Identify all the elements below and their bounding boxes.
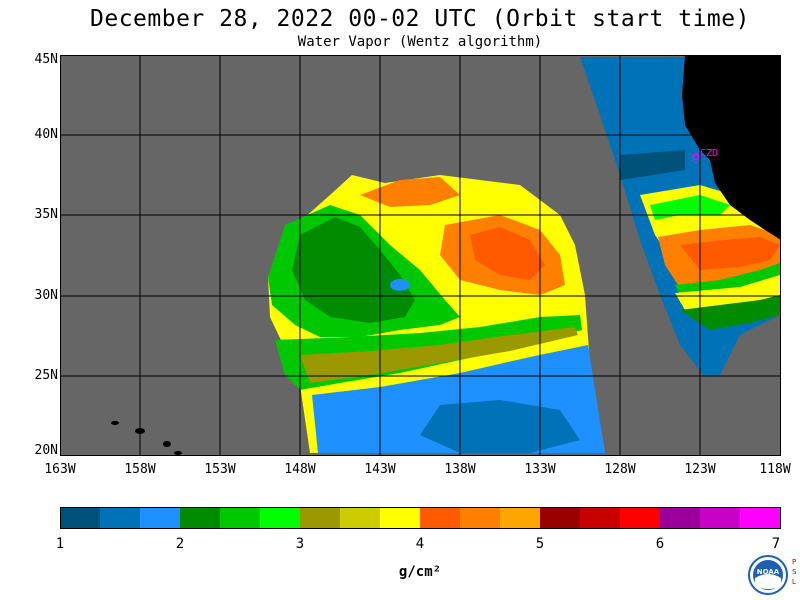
svg-text:S: S <box>792 568 796 576</box>
page-subtitle: Water Vapor (Wentz algorithm) <box>297 34 543 50</box>
colorbar-segment <box>580 508 621 528</box>
colorbar-segment <box>340 508 381 528</box>
noaa-logo: NOAA P S L <box>748 555 796 595</box>
colorbar-tick-1: 1 <box>55 536 65 552</box>
colorbar-segment <box>700 508 741 528</box>
western-swath <box>111 175 605 455</box>
colorbar-segment <box>300 508 341 528</box>
lat-label-25n: 25N <box>34 368 58 383</box>
lon-label-123w: 123W <box>684 462 716 477</box>
colorbar-tick-3: 3 <box>295 536 305 552</box>
site-marker-icon <box>692 153 700 161</box>
lon-label-118w: 118W <box>759 462 791 477</box>
lon-label-128w: 128W <box>604 462 636 477</box>
colorbar-tick-6: 6 <box>655 536 665 552</box>
lon-label-158w: 158W <box>124 462 156 477</box>
lon-label-133w: 133W <box>524 462 556 477</box>
land-mass <box>682 55 781 240</box>
lat-label-45n: 45N <box>34 52 58 67</box>
colorbar-tick-4: 4 <box>415 536 425 552</box>
map-frame <box>60 55 781 456</box>
lat-label-35n: 35N <box>34 207 58 222</box>
lat-label-30n: 30N <box>34 288 58 303</box>
lat-label-20n: 20N <box>34 443 58 458</box>
colorbar <box>60 507 781 529</box>
svg-text:P: P <box>792 558 796 566</box>
site-label: CZD <box>700 148 718 159</box>
colorbar-tick-5: 5 <box>535 536 545 552</box>
colorbar-segment <box>380 508 421 528</box>
water-vapor-map: CZD <box>60 55 781 456</box>
svg-text:NOAA: NOAA <box>757 568 780 576</box>
lon-label-143w: 143W <box>364 462 396 477</box>
svg-text:L: L <box>792 578 796 586</box>
colorbar-segment <box>220 508 261 528</box>
colorbar-segment <box>660 508 701 528</box>
colorbar-segment <box>540 508 581 528</box>
colorbar-segment <box>620 508 661 528</box>
lon-label-163w: 163W <box>44 462 76 477</box>
colorbar-segment <box>740 508 781 528</box>
lon-label-153w: 153W <box>204 462 236 477</box>
colorbar-segment <box>60 508 101 528</box>
colorbar-segment <box>100 508 141 528</box>
colorbar-segment <box>420 508 461 528</box>
colorbar-tick-7: 7 <box>771 536 781 552</box>
colorbar-segment <box>260 508 301 528</box>
colorbar-tick-2: 2 <box>175 536 185 552</box>
page-title: December 28, 2022 00-02 UTC (Orbit start… <box>90 6 750 32</box>
colorbar-segment <box>500 508 541 528</box>
map-grid <box>60 55 781 456</box>
lon-label-138w: 138W <box>444 462 476 477</box>
lon-label-148w: 148W <box>284 462 316 477</box>
colorbar-units: g/cm² <box>398 564 442 580</box>
lat-label-40n: 40N <box>34 127 58 142</box>
colorbar-segment <box>460 508 501 528</box>
colorbar-segment <box>180 508 221 528</box>
colorbar-segment <box>140 508 181 528</box>
